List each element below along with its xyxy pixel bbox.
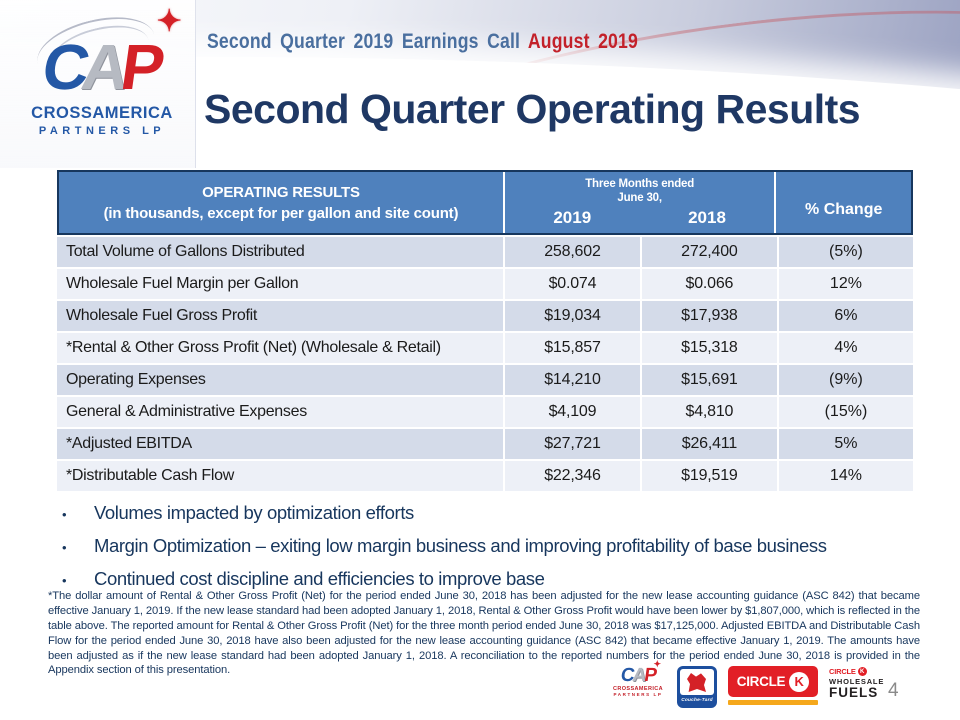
footer-logo-company-suffix: PARTNERS LP <box>613 692 663 697</box>
bullet-text: Continued cost discipline and efficienci… <box>94 568 545 589</box>
logo-company-suffix: PARTNERS LP <box>38 125 166 137</box>
cell-2018: $15,318 <box>639 333 777 363</box>
banner-background <box>0 0 960 170</box>
bullet-text: Volumes impacted by optimization efforts <box>94 502 414 523</box>
spark-icon: ✦ <box>653 659 660 669</box>
circle-k-wholesale-fuels-logo: CIRCLE K WHOLESALE FUELS <box>829 666 891 700</box>
row-label: Wholesale Fuel Margin per Gallon <box>66 275 299 292</box>
bullet-icon: • <box>62 540 67 555</box>
logo-company-name: CROSSAMERICA <box>31 104 173 122</box>
row-label: Total Volume of Gallons Distributed <box>66 243 305 260</box>
cell-change: 5% <box>776 429 913 459</box>
list-item: • Continued cost discipline and efficien… <box>62 568 922 590</box>
table-row: *Adjusted EBITDA $27,721 $26,411 5% <box>57 427 913 459</box>
page-title: Second Quarter Operating Results <box>204 86 861 132</box>
table-row: *Distributable Cash Flow $22,346 $19,519… <box>57 459 913 491</box>
cell-2019: $22,346 <box>502 461 640 491</box>
table-row: Wholesale Fuel Margin per Gallon $0.074 … <box>57 267 913 299</box>
earnings-call-date: August 2019 <box>527 30 638 53</box>
bullet-text: Margin Optimization – exiting low margin… <box>94 535 827 556</box>
circle-k-badge: CIRCLE K <box>728 666 818 697</box>
cell-change: (9%) <box>776 365 913 395</box>
logo-panel <box>0 0 196 168</box>
table-row: *Rental & Other Gross Profit (Net) (Whol… <box>57 331 913 363</box>
wholesale-fuels-brand-row: CIRCLE K <box>829 667 891 676</box>
couche-tard-wordmark: Couche-Tard <box>681 697 713 703</box>
circle-k-orange-bar <box>728 700 818 705</box>
table-row: General & Administrative Expenses $4,109… <box>57 395 913 427</box>
cell-2019: $27,721 <box>502 429 640 459</box>
operating-results-table: OPERATING RESULTS (in thousands, except … <box>57 170 913 491</box>
circle-k-wordmark: CIRCLE <box>736 674 786 689</box>
row-label: General & Administrative Expenses <box>66 403 307 420</box>
column-header-2019: 2019 <box>553 207 592 227</box>
cell-2018: $0.066 <box>639 269 777 299</box>
cell-2019: $14,210 <box>502 365 640 395</box>
table-header-title: OPERATING RESULTS <box>202 183 360 201</box>
table-header-period-cell: Three Months ended June 30, 2019 2018 <box>502 172 777 233</box>
row-label: *Rental & Other Gross Profit (Net) (Whol… <box>66 339 441 356</box>
circle-k-icon: K <box>789 671 810 692</box>
cell-change: 4% <box>776 333 913 363</box>
cell-2018: $19,519 <box>639 461 777 491</box>
cell-change: (5%) <box>776 237 913 267</box>
list-item: • Margin Optimization – exiting low marg… <box>62 535 922 557</box>
cell-2019: $19,034 <box>502 301 640 331</box>
cell-2018: $17,938 <box>639 301 777 331</box>
table-header-row: OPERATING RESULTS (in thousands, except … <box>57 170 913 235</box>
table-header-subtitle: (in thousands, except for per gallon and… <box>103 204 459 222</box>
circle-k-icon-small: K <box>857 667 867 676</box>
cell-2018: $4,810 <box>639 397 777 427</box>
column-header-percent-change: % Change <box>805 200 883 218</box>
cell-2018: $26,411 <box>639 429 777 459</box>
column-header-2018: 2018 <box>688 207 726 227</box>
list-item: • Volumes impacted by optimization effor… <box>62 502 922 524</box>
key-points-list: • Volumes impacted by optimization effor… <box>62 502 922 601</box>
page-number: 4 <box>888 680 899 701</box>
period-line-2: June 30, <box>617 192 662 205</box>
fuels-label: FUELS <box>829 685 879 700</box>
circle-k-wordmark-small: CIRCLE <box>829 667 856 676</box>
spark-icon: ✦ <box>156 5 175 38</box>
cell-change: (15%) <box>776 397 913 427</box>
footer-logo-company-name: CROSSAMERICA <box>612 686 664 692</box>
cap-letter-p: P <box>116 31 163 104</box>
cell-2019: $0.074 <box>502 269 640 299</box>
cell-change: 6% <box>776 301 913 331</box>
circle-k-logo: CIRCLE K <box>728 666 818 705</box>
cell-2019: 258,602 <box>502 237 640 267</box>
bullet-icon: • <box>62 573 67 588</box>
period-line-1: Three Months ended <box>585 178 695 190</box>
owl-icon <box>687 673 706 692</box>
row-label: *Distributable Cash Flow <box>66 467 234 484</box>
table-row: Total Volume of Gallons Distributed 258,… <box>57 235 913 267</box>
couche-tard-logo: Couche-Tard <box>677 666 717 708</box>
row-label: *Adjusted EBITDA <box>66 435 192 452</box>
earnings-call-text: Second Quarter 2019 Earnings Call <box>207 30 521 53</box>
row-label: Wholesale Fuel Gross Profit <box>66 307 258 324</box>
table-row: Wholesale Fuel Gross Profit $19,034 $17,… <box>57 299 913 331</box>
row-label: Operating Expenses <box>66 371 206 388</box>
footnote-text: *The dollar amount of Rental & Other Gro… <box>48 590 920 677</box>
year-columns: 2019 2018 <box>505 208 774 228</box>
wholesale-label: WHOLESALE <box>829 677 885 686</box>
bullet-icon: • <box>62 507 67 522</box>
cell-2018: 272,400 <box>639 237 777 267</box>
cell-2018: $15,691 <box>639 365 777 395</box>
cell-2019: $15,857 <box>502 333 640 363</box>
table-header-label-cell: OPERATING RESULTS (in thousands, except … <box>59 172 503 233</box>
couche-tard-emblem <box>680 669 714 695</box>
earnings-call-strip: Second Quarter 2019 Earnings Call August… <box>207 30 638 54</box>
cell-2019: $4,109 <box>502 397 640 427</box>
cell-change: 14% <box>776 461 913 491</box>
table-row: Operating Expenses $14,210 $15,691 (9%) <box>57 363 913 395</box>
cell-change: 12% <box>776 269 913 299</box>
